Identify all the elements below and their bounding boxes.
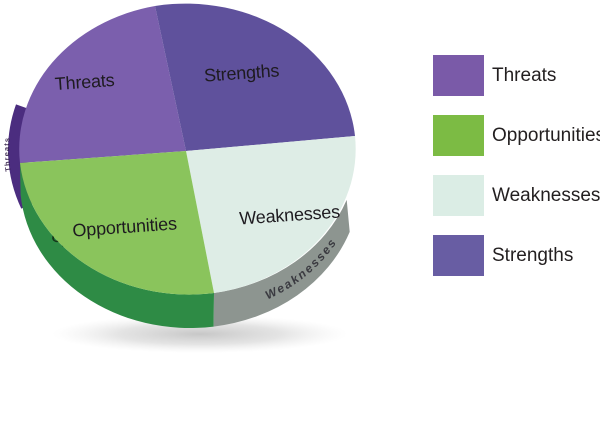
pie-slice-weaknesses xyxy=(186,136,356,293)
pie-rim-opportunities xyxy=(20,163,214,329)
legend-label-threats: Threats xyxy=(492,65,557,86)
pie-slice-opportunities xyxy=(20,151,214,295)
rim-label-threats: Threats xyxy=(2,137,13,173)
legend-swatch-strengths xyxy=(433,235,484,276)
pie-rim-weaknesses xyxy=(213,199,350,327)
pie-slice-threats xyxy=(19,6,186,163)
legend-swatch-weaknesses xyxy=(433,175,484,216)
legend-label-opportunities: Opportunities xyxy=(492,125,600,146)
legend-item-opportunities: Opportunities xyxy=(433,115,600,156)
pie-drop-shadow xyxy=(52,315,348,353)
legend-swatch-opportunities xyxy=(433,115,484,156)
legend-item-weaknesses: Weaknesses xyxy=(433,175,600,216)
legend-label-weaknesses: Weaknesses xyxy=(492,185,600,206)
pie-slice-strengths xyxy=(155,3,355,151)
chart-legend: Threats Opportunities Weaknesses Strengt… xyxy=(433,55,600,276)
legend-label-strengths: Strengths xyxy=(492,245,574,266)
legend-item-threats: Threats xyxy=(433,55,600,96)
legend-swatch-threats xyxy=(433,55,484,96)
legend-item-strengths: Strengths xyxy=(433,235,600,276)
slice-label-threats: Threats xyxy=(54,70,115,94)
